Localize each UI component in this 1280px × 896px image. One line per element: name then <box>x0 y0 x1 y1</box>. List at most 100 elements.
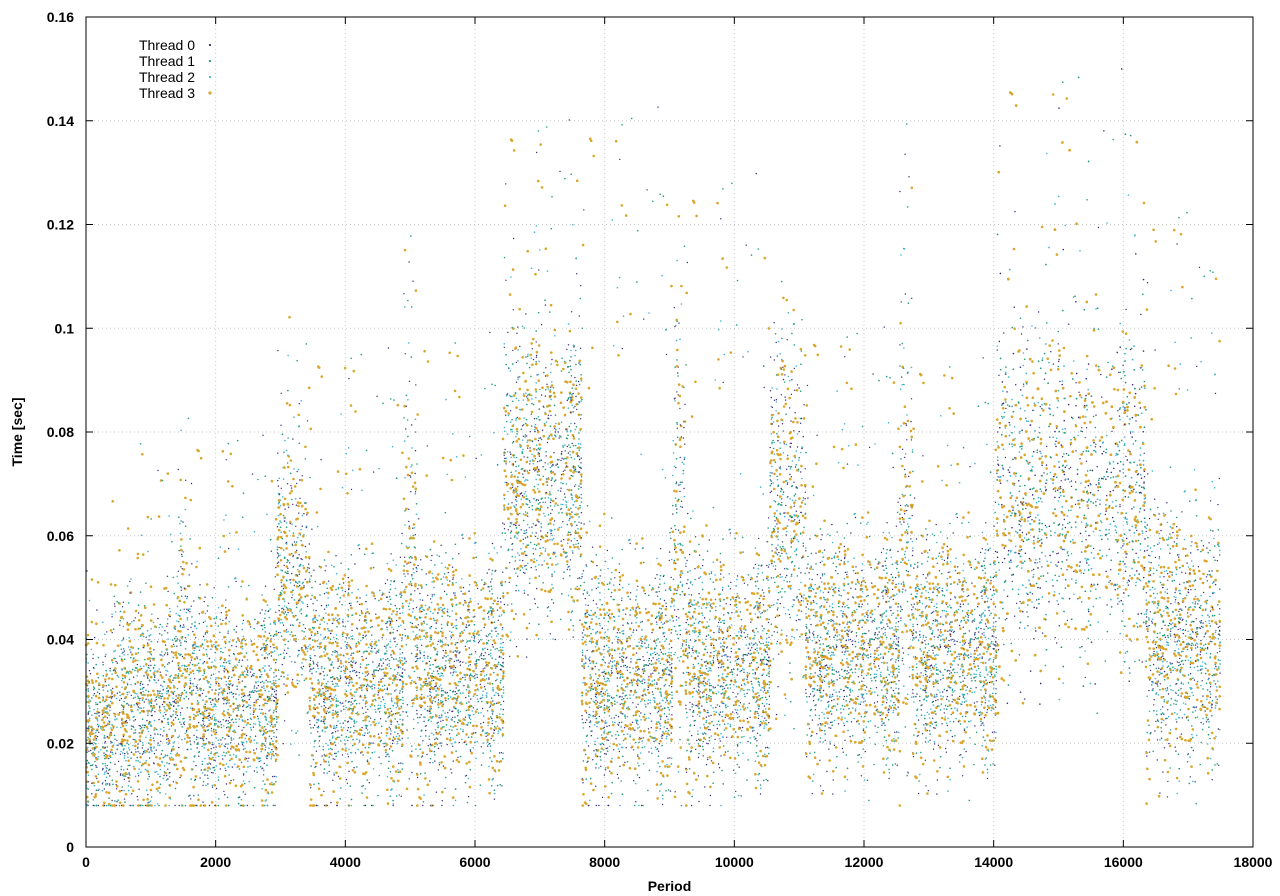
point-thread-3 <box>360 611 364 615</box>
point-thread-1 <box>277 669 280 671</box>
point-thread-3 <box>329 586 333 590</box>
point-thread-2 <box>172 710 175 712</box>
point-thread-1 <box>226 796 229 799</box>
point-thread-2 <box>291 594 294 596</box>
point-thread-2 <box>119 644 122 646</box>
point-thread-1 <box>401 676 404 678</box>
point-thread-3 <box>225 613 228 617</box>
point-thread-0 <box>104 681 107 683</box>
point-thread-0 <box>208 657 210 660</box>
point-thread-0 <box>346 647 348 649</box>
point-thread-3 <box>386 672 389 675</box>
point-thread-1 <box>309 670 311 672</box>
point-thread-1 <box>369 626 372 629</box>
point-thread-3 <box>372 674 375 678</box>
point-thread-1 <box>224 754 226 757</box>
point-thread-1 <box>372 804 374 807</box>
point-thread-0 <box>237 637 239 639</box>
point-thread-0 <box>289 579 291 581</box>
point-thread-0 <box>91 782 93 784</box>
point-thread-0 <box>88 750 90 752</box>
point-thread-3 <box>491 766 495 770</box>
point-thread-1 <box>253 786 256 789</box>
point-thread-1 <box>142 724 144 726</box>
point-thread-3 <box>127 716 131 720</box>
point-thread-1 <box>350 798 353 801</box>
point-thread-3 <box>139 755 142 759</box>
point-thread-2 <box>331 661 334 663</box>
point-thread-0 <box>404 353 406 355</box>
point-thread-1 <box>392 713 395 715</box>
point-thread-3 <box>492 609 495 612</box>
point-thread-2 <box>122 769 125 771</box>
point-thread-3 <box>234 657 238 661</box>
point-thread-2 <box>353 660 355 662</box>
point-thread-2 <box>324 731 327 733</box>
point-thread-0 <box>157 617 159 620</box>
point-thread-0 <box>416 709 418 712</box>
point-thread-0 <box>414 534 416 536</box>
point-thread-3 <box>93 735 97 738</box>
point-thread-2 <box>111 741 113 744</box>
point-thread-1 <box>163 705 165 708</box>
point-thread-0 <box>253 701 255 704</box>
point-thread-2 <box>275 708 277 710</box>
point-thread-3 <box>272 782 276 786</box>
point-thread-1 <box>86 739 88 741</box>
point-thread-1 <box>166 663 169 665</box>
point-thread-2 <box>334 694 337 697</box>
point-thread-0 <box>344 676 346 678</box>
point-thread-3 <box>262 703 265 707</box>
point-thread-0 <box>298 403 300 405</box>
point-thread-3 <box>134 627 137 631</box>
point-thread-2 <box>271 651 274 653</box>
point-thread-1 <box>177 674 179 677</box>
point-thread-3 <box>107 677 111 680</box>
point-thread-2 <box>259 759 262 762</box>
point-thread-0 <box>272 700 275 702</box>
point-thread-3 <box>411 485 415 488</box>
point-thread-0 <box>353 732 355 734</box>
point-thread-3 <box>264 731 268 735</box>
point-thread-3 <box>300 478 304 482</box>
point-thread-3 <box>228 648 231 652</box>
point-thread-2 <box>289 655 291 658</box>
point-thread-1 <box>403 662 406 664</box>
point-thread-1 <box>95 703 97 706</box>
point-thread-1 <box>239 674 242 676</box>
point-thread-2 <box>202 772 204 774</box>
point-thread-0 <box>310 787 312 789</box>
point-thread-3 <box>354 612 358 615</box>
point-thread-2 <box>179 714 182 716</box>
point-thread-0 <box>321 755 323 757</box>
point-thread-2 <box>168 775 171 778</box>
point-thread-2 <box>249 726 252 729</box>
point-thread-3 <box>188 653 192 657</box>
point-thread-3 <box>192 717 196 720</box>
point-thread-3 <box>86 770 89 774</box>
point-thread-2 <box>136 674 139 677</box>
point-thread-2 <box>88 599 91 602</box>
point-thread-0 <box>309 581 311 583</box>
point-thread-1 <box>166 632 169 634</box>
point-thread-1 <box>359 614 361 617</box>
point-thread-2 <box>415 748 417 750</box>
point-thread-0 <box>241 680 243 682</box>
point-thread-3 <box>110 804 114 807</box>
point-thread-2 <box>280 531 283 533</box>
point-thread-2 <box>386 628 389 631</box>
point-thread-1 <box>398 735 401 737</box>
point-thread-2 <box>220 743 223 746</box>
point-thread-2 <box>305 551 308 553</box>
point-thread-2 <box>348 748 350 751</box>
point-thread-0 <box>173 705 175 707</box>
point-thread-2 <box>238 718 241 720</box>
point-thread-0 <box>222 619 224 622</box>
point-thread-1 <box>327 628 329 630</box>
point-thread-0 <box>336 804 338 807</box>
point-thread-2 <box>242 780 245 782</box>
point-thread-1 <box>145 582 147 584</box>
point-thread-2 <box>92 744 95 746</box>
point-thread-3 <box>206 707 209 710</box>
point-thread-2 <box>388 755 390 758</box>
